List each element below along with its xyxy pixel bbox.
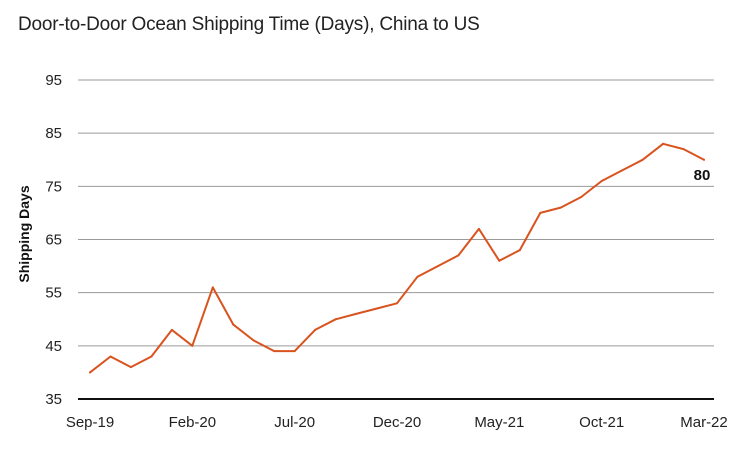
end-value-label: 80 [694, 167, 711, 184]
data-point [600, 180, 603, 182]
data-point [252, 339, 255, 342]
data-point [314, 328, 317, 331]
series-layer [89, 142, 705, 374]
data-point [621, 169, 624, 172]
data-point [211, 286, 214, 289]
data-point [539, 211, 542, 214]
data-point [580, 196, 583, 198]
y-tick-label: 65 [45, 232, 62, 249]
data-point [334, 318, 337, 321]
data-point [477, 227, 480, 230]
data-point [293, 350, 296, 353]
data-point [559, 206, 562, 209]
chart-title: Door-to-Door Ocean Shipping Time (Days),… [18, 14, 480, 35]
x-tick-label: Feb-20 [169, 414, 217, 431]
x-tick-label: Oct-21 [579, 414, 624, 431]
data-point [457, 254, 460, 257]
y-axis-label: Shipping Days [16, 185, 32, 282]
x-tick-label: May-21 [474, 414, 524, 431]
x-tick-label: Dec-20 [373, 414, 421, 431]
data-point [150, 355, 153, 358]
data-point [682, 148, 685, 151]
y-tick-label: 95 [45, 72, 62, 89]
data-point [498, 259, 501, 262]
data-point [518, 249, 521, 252]
data-point [109, 355, 112, 358]
data-point [89, 371, 91, 374]
x-tick-label: Mar-22 [680, 414, 728, 431]
data-point [703, 158, 705, 161]
data-point [662, 142, 665, 145]
data-point [129, 366, 132, 369]
y-tick-label: 75 [45, 178, 62, 195]
data-point [232, 323, 235, 326]
data-point [355, 312, 358, 315]
gridlines [78, 79, 714, 400]
y-tick-label: 35 [45, 391, 62, 408]
data-point [375, 307, 378, 310]
data-point [273, 350, 276, 353]
y-tick-label: 55 [45, 285, 62, 302]
series-line [89, 142, 705, 374]
y-axis-ticks: 35 45 55 65 75 85 95 [45, 72, 62, 408]
data-point [396, 302, 398, 305]
x-axis-ticks: Sep-19 Feb-20 Jul-20 Dec-20 May-21 Oct-21 Mar-… [66, 414, 728, 431]
y-tick-label: 45 [45, 338, 62, 355]
y-tick-label: 85 [45, 125, 62, 142]
x-tick-label: Jul-20 [274, 414, 315, 431]
data-point [436, 265, 439, 268]
data-point [641, 158, 644, 161]
data-point [416, 275, 419, 278]
data-point [170, 328, 173, 331]
x-tick-label: Sep-19 [66, 414, 114, 431]
data-point [191, 344, 194, 347]
